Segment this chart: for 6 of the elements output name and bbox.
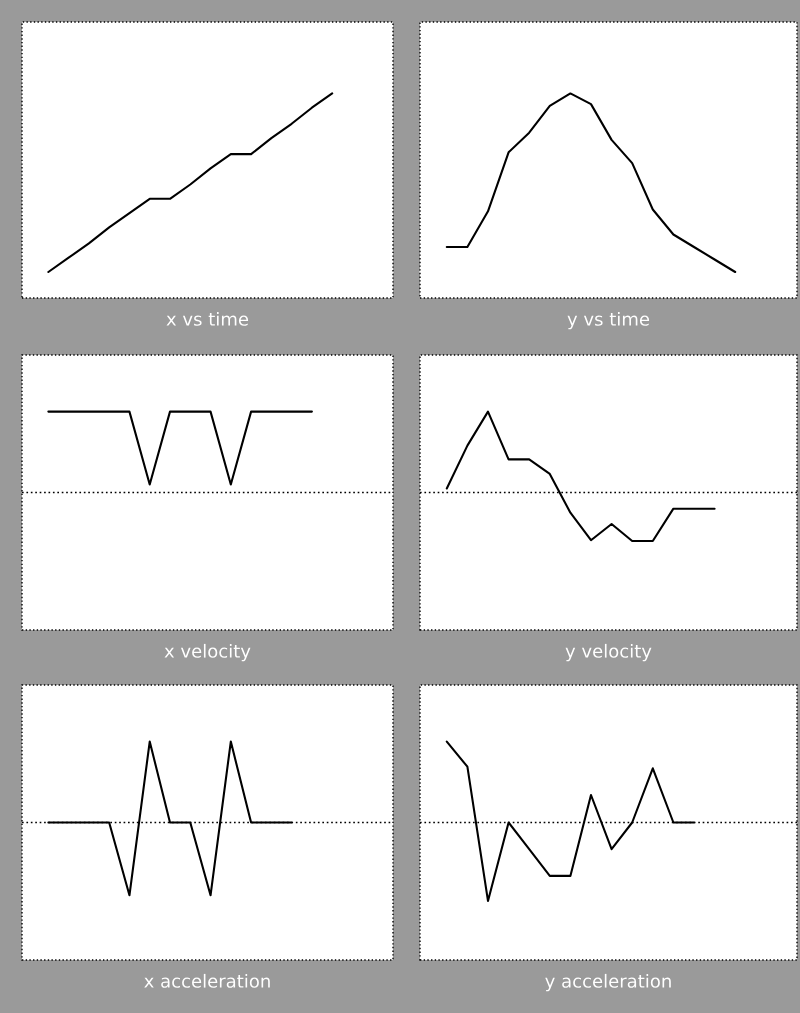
x-axis-title: x velocity <box>164 643 251 662</box>
x-axis-title: x vs time <box>166 311 249 326</box>
x-axis-title: y velocity <box>565 643 652 662</box>
x-axis-title: x acceleration <box>144 973 270 988</box>
x-axis-title: y acceleration <box>545 973 671 992</box>
x-axis-title: y vs time <box>567 311 650 330</box>
